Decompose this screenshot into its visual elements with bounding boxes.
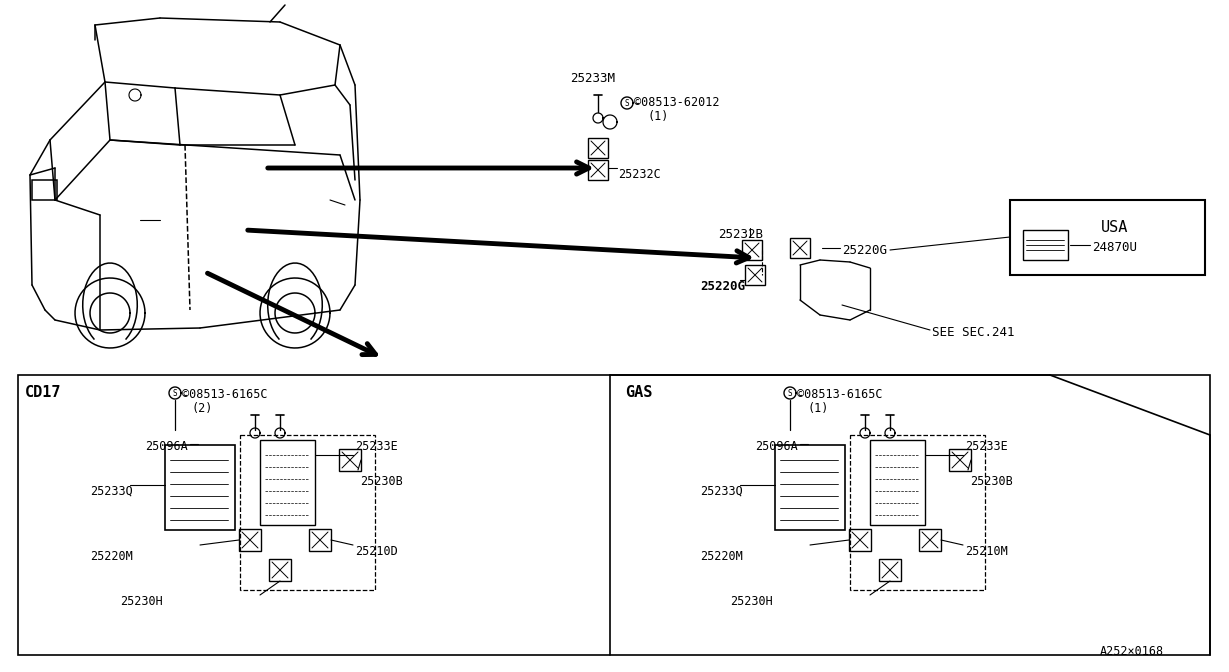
Text: 25233E: 25233E	[965, 440, 1008, 453]
Bar	[879, 559, 901, 581]
Bar	[850, 435, 984, 590]
Text: 25220G: 25220G	[842, 244, 887, 257]
Text: (1): (1)	[648, 110, 670, 123]
Text: 25210D: 25210D	[355, 545, 398, 558]
Bar	[849, 529, 871, 551]
Text: 25096A: 25096A	[755, 440, 798, 453]
Text: A252×0168: A252×0168	[1100, 645, 1164, 658]
Bar	[1010, 200, 1204, 275]
Bar	[165, 445, 235, 530]
Text: 25232B: 25232B	[718, 228, 763, 241]
Bar	[308, 529, 331, 551]
Text: 25230H: 25230H	[730, 595, 773, 608]
Text: (2): (2)	[192, 402, 214, 415]
Text: SEE SEC.241: SEE SEC.241	[932, 326, 1014, 339]
Text: 25220M: 25220M	[90, 550, 133, 563]
Text: 25220M: 25220M	[701, 550, 742, 563]
Text: 25230H: 25230H	[120, 595, 162, 608]
Text: ©08513-6165C: ©08513-6165C	[796, 388, 882, 401]
Bar	[745, 265, 764, 285]
Bar	[269, 559, 291, 581]
Bar	[919, 529, 941, 551]
Text: GAS: GAS	[626, 385, 653, 400]
Text: 25233Q: 25233Q	[701, 485, 742, 498]
Text: 24870U: 24870U	[1093, 241, 1137, 254]
Text: 25233E: 25233E	[355, 440, 398, 453]
Bar	[339, 449, 361, 471]
Text: USA: USA	[1101, 220, 1128, 235]
Bar	[775, 445, 846, 530]
Text: 25220G: 25220G	[701, 280, 745, 293]
Bar	[240, 435, 375, 590]
Text: S: S	[788, 388, 793, 398]
Text: 25230B: 25230B	[360, 475, 403, 488]
Text: 25233M: 25233M	[570, 72, 614, 85]
Bar	[790, 238, 810, 258]
Text: CD17: CD17	[25, 385, 61, 400]
Bar	[32, 180, 57, 200]
Bar	[1023, 230, 1068, 260]
Text: S: S	[173, 388, 177, 398]
Text: 25096A: 25096A	[145, 440, 188, 453]
Text: ©08513-62012: ©08513-62012	[634, 96, 719, 109]
Text: S: S	[624, 99, 629, 108]
Bar	[870, 440, 925, 525]
Bar	[18, 375, 1211, 655]
Text: 25210M: 25210M	[965, 545, 1008, 558]
Text: ©08513-6165C: ©08513-6165C	[182, 388, 268, 401]
Text: 25230B: 25230B	[970, 475, 1013, 488]
Bar	[742, 240, 762, 260]
Bar	[587, 138, 608, 158]
Bar	[949, 449, 971, 471]
Bar	[587, 160, 608, 180]
Text: 25232C: 25232C	[618, 168, 661, 181]
Bar	[238, 529, 261, 551]
Bar	[261, 440, 315, 525]
Text: (1): (1)	[807, 402, 828, 415]
Text: 25233Q: 25233Q	[90, 485, 133, 498]
